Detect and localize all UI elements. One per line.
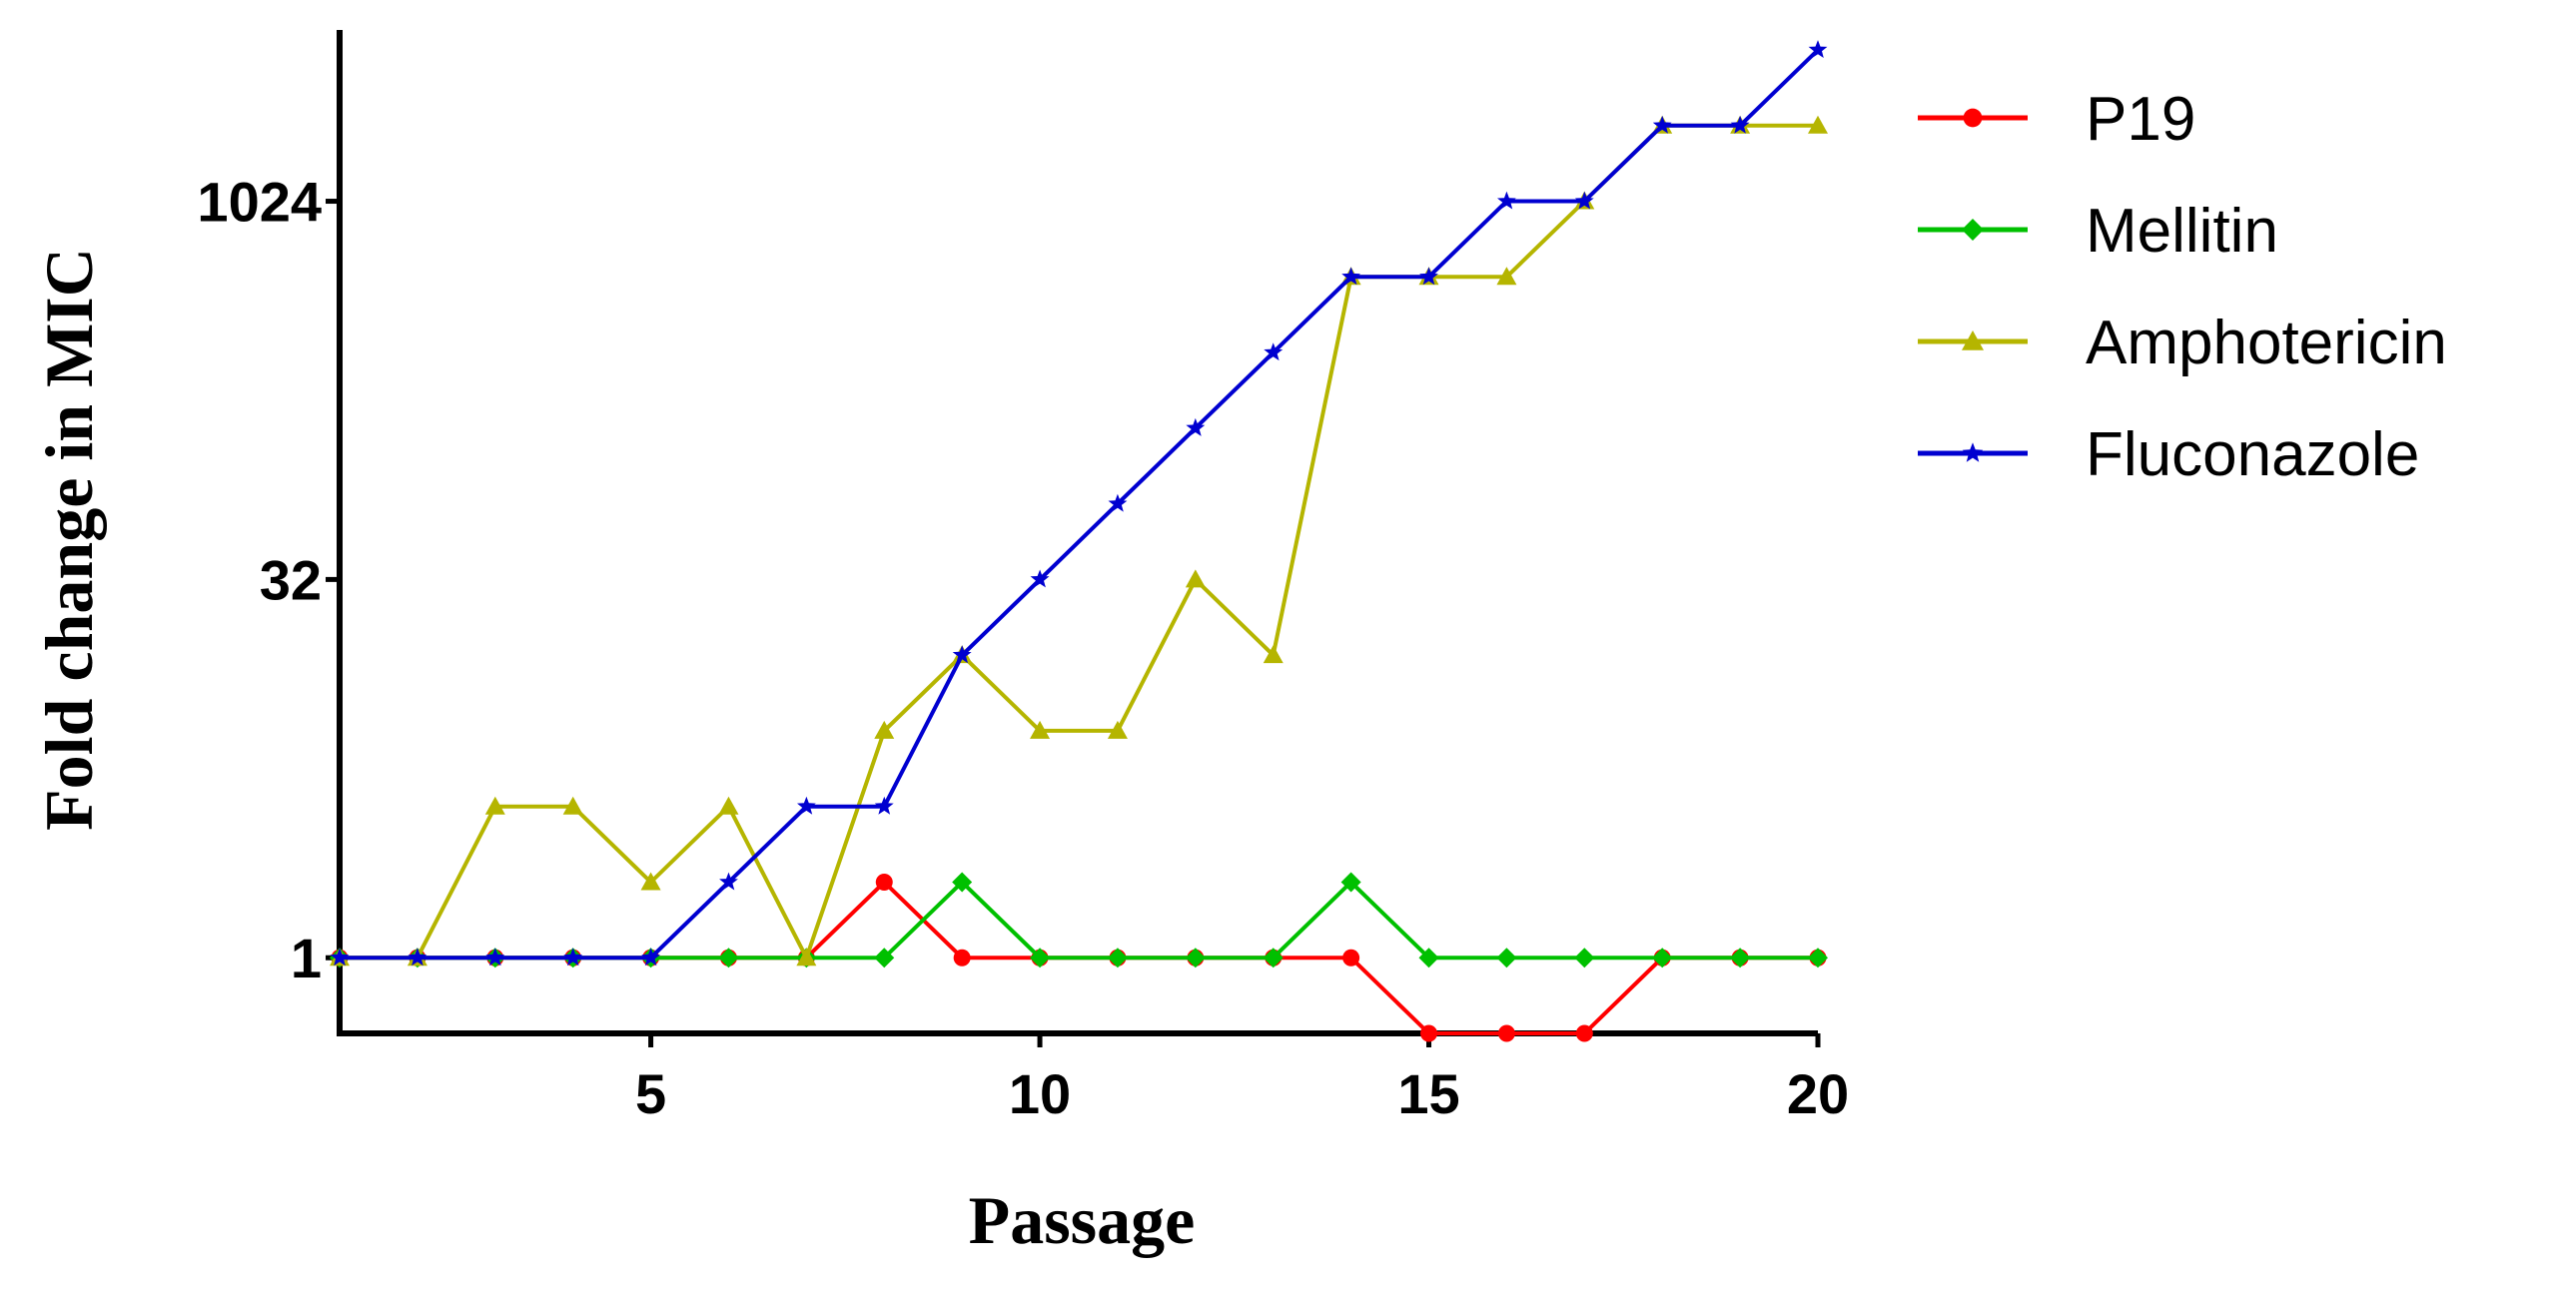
data-point (1574, 191, 1594, 210)
data-point (1808, 40, 1828, 58)
series-mellitin (330, 872, 1828, 969)
data-point (1340, 872, 1361, 893)
data-point (874, 796, 894, 815)
data-point (1263, 948, 1284, 969)
data-point (952, 872, 973, 893)
data-point (1419, 267, 1438, 286)
data-point (1652, 948, 1673, 969)
legend-item: Amphotericin (1918, 309, 2447, 377)
data-point (1030, 569, 1050, 588)
data-point (1107, 948, 1128, 969)
series-fluconazole (330, 40, 1828, 967)
data-point (408, 948, 428, 967)
legend-marker (1963, 108, 1983, 128)
legend-item: P19 (1918, 85, 2195, 154)
legend-label: Amphotericin (2086, 309, 2447, 377)
y-tick-label: 1 (291, 927, 322, 989)
data-point (1730, 948, 1751, 969)
series-line (340, 880, 1818, 961)
data-point (718, 948, 739, 969)
data-point (1808, 948, 1828, 969)
data-point (1652, 115, 1672, 134)
data-point (1496, 267, 1517, 286)
data-point (1496, 948, 1517, 969)
x-tick-label: 5 (635, 1062, 666, 1125)
data-point (1108, 493, 1128, 512)
data-point (1030, 948, 1051, 969)
data-point (563, 948, 583, 967)
y-tick-label: 1024 (197, 171, 322, 234)
data-point (1730, 115, 1750, 134)
data-point (1264, 342, 1284, 361)
legend-marker (1962, 442, 1984, 462)
data-point (1186, 417, 1206, 436)
data-point (1497, 191, 1516, 210)
data-point (640, 872, 661, 891)
data-point (1342, 949, 1360, 967)
data-point (562, 796, 583, 815)
y-axis-ticks: 1 32 1024 (197, 171, 340, 989)
legend-label: P19 (2086, 85, 2195, 154)
data-point (1420, 1024, 1438, 1042)
data-point (1185, 569, 1206, 588)
data-point (796, 948, 817, 967)
data-point (1185, 948, 1206, 969)
legend-label: Fluconazole (2086, 420, 2419, 489)
data-point (952, 645, 972, 664)
data-point (484, 796, 505, 815)
x-tick-label: 20 (1787, 1062, 1849, 1125)
data-point (1030, 720, 1051, 739)
data-point (953, 949, 971, 967)
data-point (1808, 115, 1828, 134)
x-tick-label: 10 (1009, 1062, 1071, 1125)
data-point (1341, 267, 1360, 286)
x-axis-title: Passage (969, 1182, 1196, 1258)
data-point (875, 873, 893, 891)
data-point (330, 948, 350, 967)
data-point (641, 948, 660, 967)
series-line (340, 123, 1818, 961)
data-point (485, 948, 505, 967)
y-tick-label: 32 (260, 548, 322, 611)
y-axis-title: Fold change in MIC (31, 248, 107, 831)
legend-item: Fluconazole (1918, 420, 2419, 489)
data-point (1107, 720, 1128, 739)
series-line (340, 48, 1820, 961)
legend: P19 Mellitin Amphotericin Fluconazole (1918, 85, 2447, 489)
data-point (1263, 645, 1284, 664)
data-point (1575, 1024, 1593, 1042)
data-point (1497, 1024, 1515, 1042)
data-point (874, 948, 895, 969)
data-point (874, 720, 895, 739)
axes (337, 30, 1818, 1036)
legend-marker (1962, 330, 1984, 350)
x-axis-ticks: 5 10 15 20 (635, 1033, 1849, 1125)
data-point (1418, 948, 1439, 969)
data-point (1574, 948, 1595, 969)
series-layer (330, 40, 1828, 1042)
legend-marker (1962, 219, 1984, 241)
legend-item: Mellitin (1918, 197, 2278, 266)
data-point (718, 796, 739, 815)
data-point (719, 872, 738, 891)
x-tick-label: 15 (1397, 1062, 1459, 1125)
data-point (797, 796, 816, 815)
legend-label: Mellitin (2086, 197, 2278, 266)
